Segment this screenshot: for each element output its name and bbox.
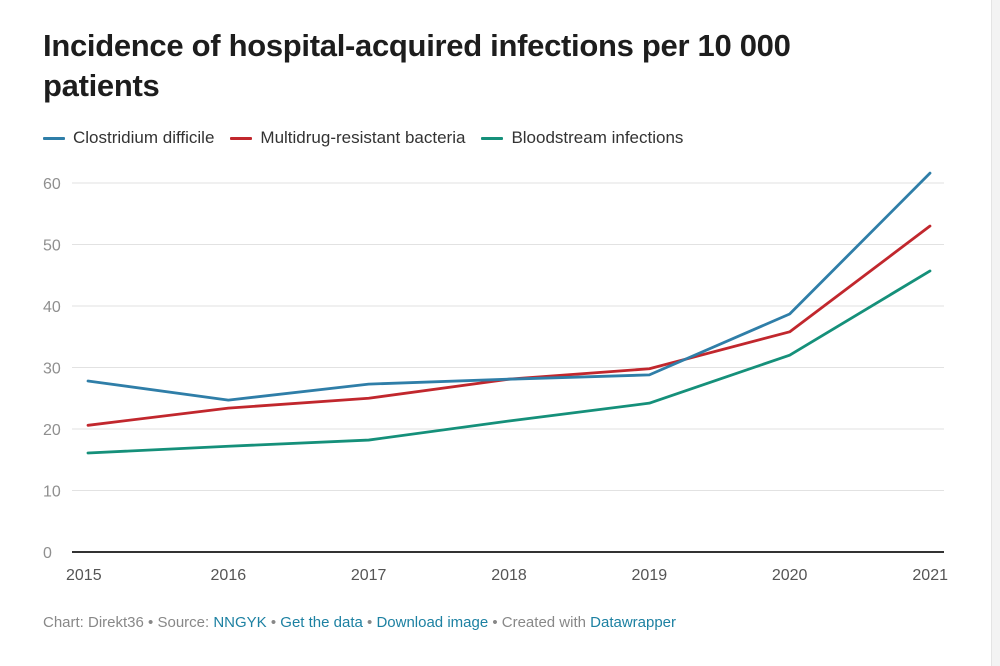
series-line-multidrug-resistant-bacteria [86,224,932,427]
legend-item-multidrug: Multidrug-resistant bacteria [230,128,465,148]
y-axis-ticks: 0 10 20 30 40 50 60 [43,176,61,562]
right-frame-edge [991,0,1000,666]
x-tick-label: 2017 [351,567,387,584]
legend-label: Clostridium difficile [73,128,215,147]
footer: Chart: Direkt36 • Source: NNGYK • Get th… [43,614,676,631]
x-tick-label: 2018 [491,567,527,584]
gridlines [72,182,944,553]
created-with-label: Created with [501,614,591,631]
separator: • [362,614,377,631]
get-data-link[interactable]: Get the data [280,614,363,631]
y-tick-label: 20 [43,422,61,439]
y-tick-label: 60 [43,176,61,193]
download-image-link[interactable]: Download image [376,614,489,631]
legend-swatch [481,136,504,140]
chart-title: Incidence of hospital-acquired infection… [43,28,791,103]
legend-item-bloodstream: Bloodstream infections [481,128,683,148]
x-axis-ticks: 2015 2016 2017 2018 2019 2020 2021 [66,567,948,584]
y-tick-label: 10 [43,484,61,501]
y-tick-label: 50 [43,238,61,255]
series-lines [86,171,932,455]
x-tick-label: 2016 [211,567,247,584]
legend-swatch [230,136,253,140]
series-line-bloodstream-infections [86,269,932,455]
separator: • [143,614,158,631]
series-line-clostridium-difficile [86,171,932,402]
legend: Clostridium difficile Multidrug-resistan… [43,128,683,148]
source-label: Source: [157,614,214,631]
separator: • [488,614,502,631]
legend-label: Bloodstream infections [511,128,684,147]
x-tick-label: 2021 [912,567,948,584]
chart-credit: Chart: Direkt36 [43,614,144,631]
legend-label: Multidrug-resistant bacteria [260,128,466,147]
x-tick-label: 2020 [772,567,808,584]
source-link[interactable]: NNGYK [213,614,267,631]
legend-item-clostridium: Clostridium difficile [43,128,214,148]
legend-swatch [43,136,65,140]
separator: • [266,614,281,631]
x-tick-label: 2015 [66,567,102,584]
y-tick-label: 40 [43,299,61,316]
datawrapper-link[interactable]: Datawrapper [590,614,677,631]
x-tick-label: 2019 [632,567,668,584]
y-tick-label: 30 [43,361,61,378]
y-tick-label: 0 [43,545,52,562]
